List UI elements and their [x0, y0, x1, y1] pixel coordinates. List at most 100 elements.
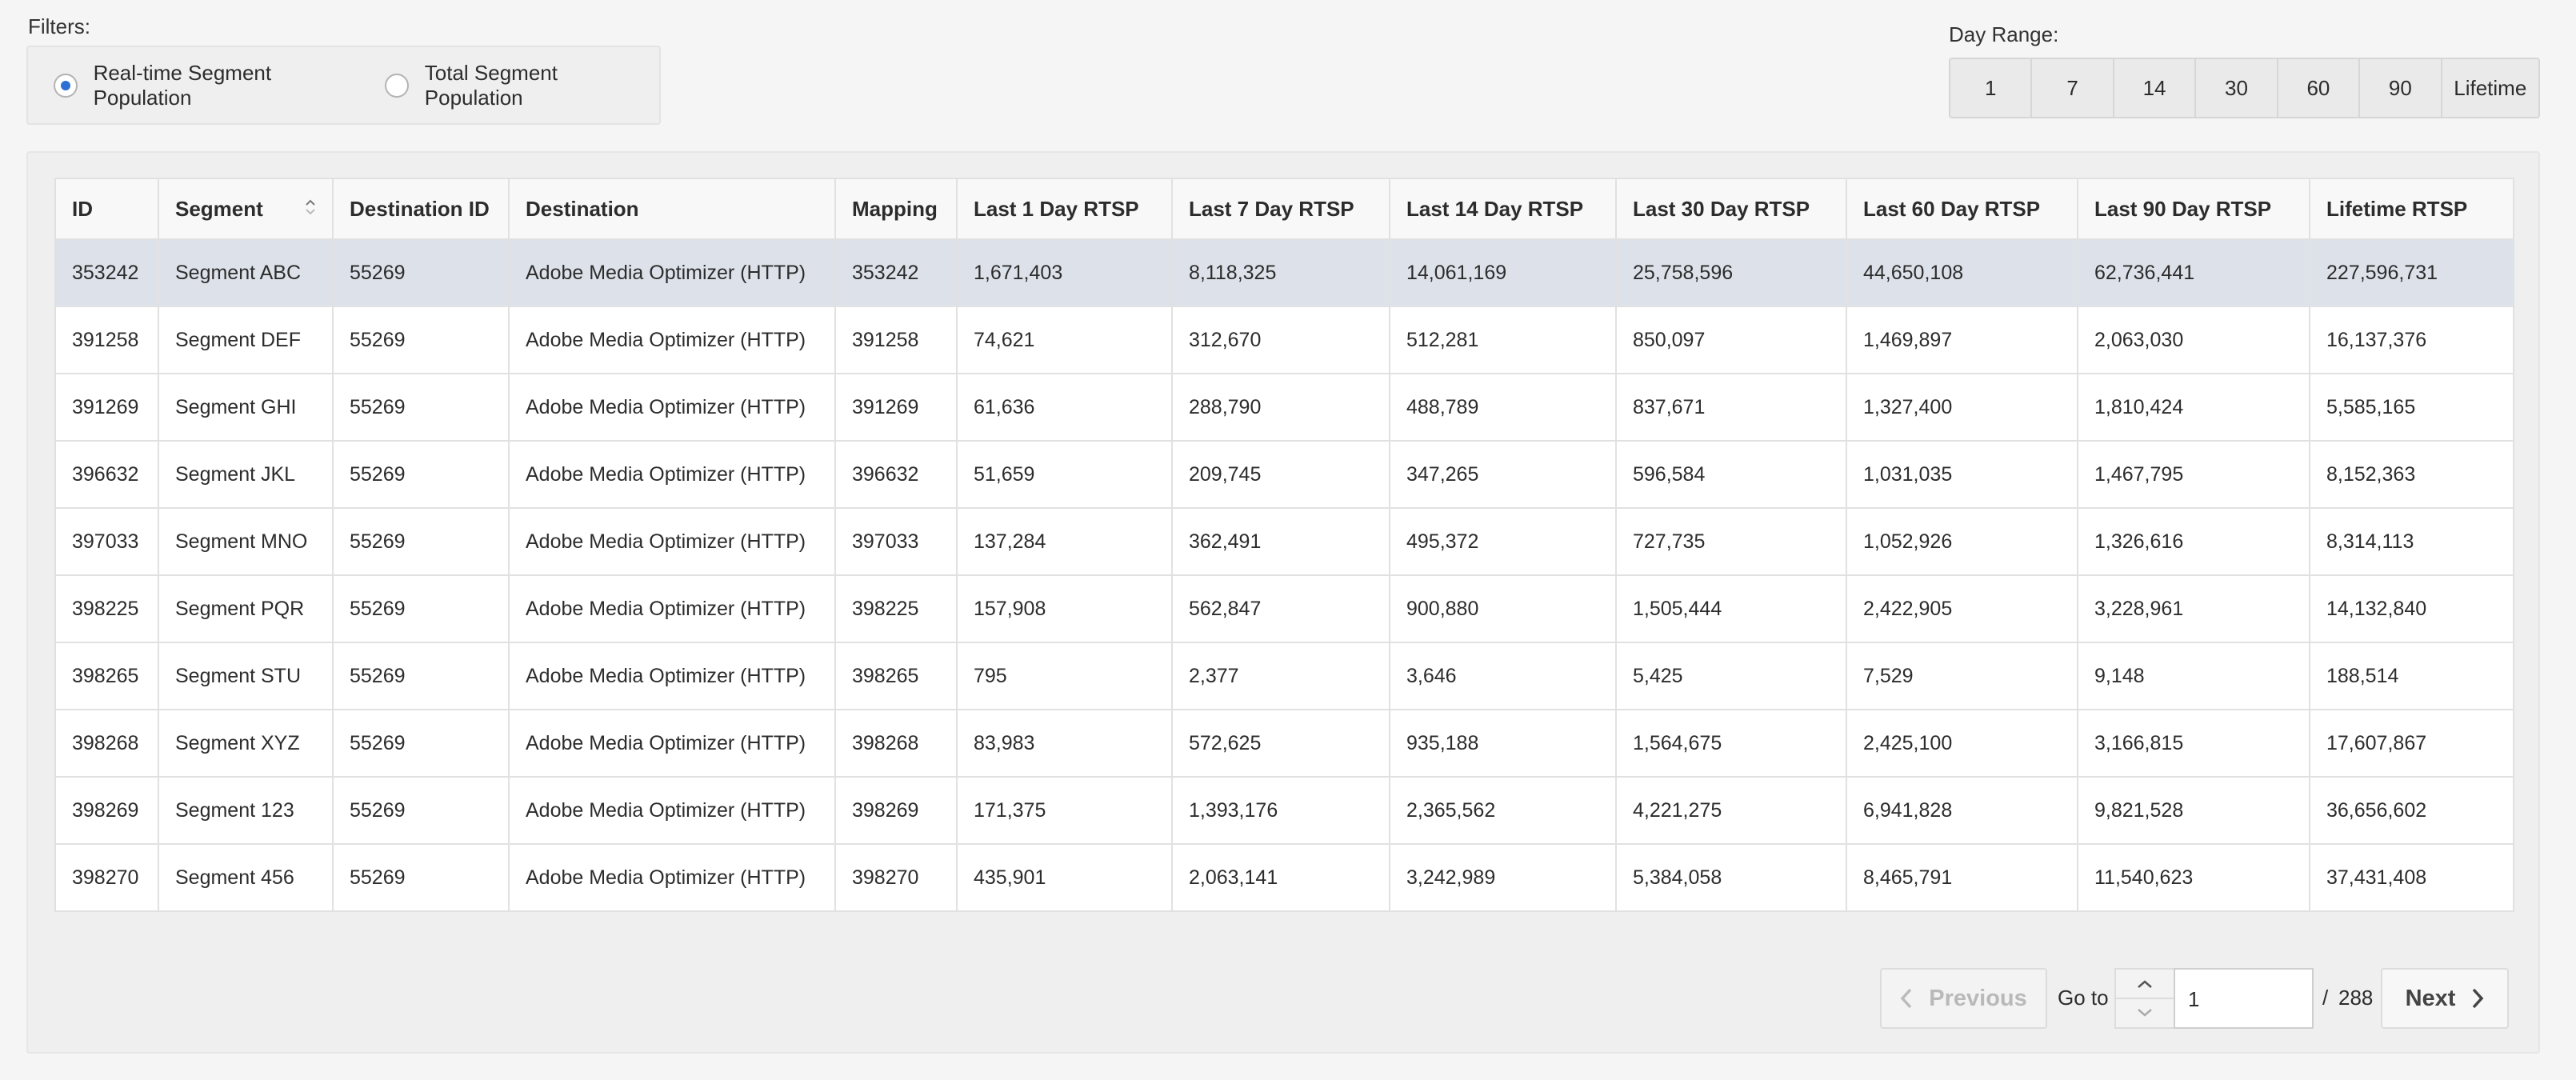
table-cell: 25,758,596: [1615, 238, 1847, 307]
table-cell: 157,908: [956, 574, 1173, 643]
table-cell: Segment ABC: [158, 238, 334, 307]
column-header-label: Last 14 Day RTSP: [1406, 196, 1584, 221]
previous-button[interactable]: Previous: [1880, 968, 2047, 1029]
data-table: ID Segment Destination ID Destination Mappin…: [54, 178, 2514, 912]
table-cell: 55269: [332, 306, 510, 374]
column-header[interactable]: Mapping: [834, 178, 958, 240]
table-cell: 2,365,562: [1389, 776, 1617, 845]
column-header[interactable]: Lifetime RTSP: [2309, 178, 2514, 240]
day-range-button[interactable]: 60: [2278, 59, 2361, 117]
table-cell: Adobe Media Optimizer (HTTP): [508, 306, 836, 374]
table-cell: 55269: [332, 507, 510, 576]
day-range-button[interactable]: 14: [2114, 59, 2197, 117]
table-row[interactable]: 396632 Segment JKL 55269 Adobe Media Optimi…: [54, 440, 2514, 509]
column-header[interactable]: Last 90 Day RTSP: [2077, 178, 2310, 240]
table-cell: Segment 456: [158, 843, 334, 912]
table-cell: 398265: [54, 642, 159, 710]
table-cell: 55269: [332, 238, 510, 307]
day-range-button[interactable]: 90: [2360, 59, 2442, 117]
table-cell: Segment STU: [158, 642, 334, 710]
table-cell: 837,671: [1615, 373, 1847, 442]
table-row[interactable]: 398268 Segment XYZ 55269 Adobe Media Optimi…: [54, 709, 2514, 778]
table-cell: 17,607,867: [2309, 709, 2514, 778]
table-cell: 2,063,141: [1171, 843, 1390, 912]
table-cell: 391258: [834, 306, 958, 374]
table-cell: 398270: [834, 843, 958, 912]
table-row[interactable]: 398265 Segment STU 55269 Adobe Media Optimi…: [54, 642, 2514, 710]
next-button[interactable]: Next: [2381, 968, 2509, 1029]
table-cell: 1,467,795: [2077, 440, 2310, 509]
table-cell: Adobe Media Optimizer (HTTP): [508, 843, 836, 912]
table-cell: 171,375: [956, 776, 1173, 845]
table-cell: 2,425,100: [1846, 709, 2078, 778]
page-input[interactable]: 1: [2174, 968, 2314, 1029]
radio-option[interactable]: Real-time Segment Population: [54, 61, 370, 110]
day-range-button[interactable]: 30: [2196, 59, 2278, 117]
radio-button: [54, 73, 78, 98]
column-header-label: Last 7 Day RTSP: [1189, 196, 1354, 221]
table-cell: Adobe Media Optimizer (HTTP): [508, 373, 836, 442]
table-cell: 55269: [332, 440, 510, 509]
table-cell: 391258: [54, 306, 159, 374]
table-row[interactable]: 398269 Segment 123 55269 Adobe Media Optimi…: [54, 776, 2514, 845]
table-cell: 488,789: [1389, 373, 1617, 442]
table-cell: 1,671,403: [956, 238, 1173, 307]
radio-label: Total Segment Population: [424, 60, 558, 110]
table-row[interactable]: 397033 Segment MNO 55269 Adobe Media Optimi…: [54, 507, 2514, 576]
table-cell: 1,031,035: [1846, 440, 2078, 509]
page-stepper[interactable]: [2114, 968, 2175, 1029]
header-row: ID Segment Destination ID Destination Mappin…: [54, 178, 2514, 240]
table-cell: 353242: [54, 238, 159, 307]
table-row[interactable]: 398270 Segment 456 55269 Adobe Media Optimi…: [54, 843, 2514, 912]
column-header[interactable]: Last 7 Day RTSP: [1171, 178, 1390, 240]
column-header[interactable]: Segment: [158, 178, 334, 240]
table-cell: Adobe Media Optimizer (HTTP): [508, 709, 836, 778]
column-header-label: Last 1 Day RTSP: [974, 196, 1139, 221]
column-header-label: Segment: [175, 196, 263, 221]
table-cell: 900,880: [1389, 574, 1617, 643]
table-cell: 398269: [54, 776, 159, 845]
table-cell: 512,281: [1389, 306, 1617, 374]
table-cell: 5,425: [1615, 642, 1847, 710]
table-cell: 8,118,325: [1171, 238, 1390, 307]
table-cell: 596,584: [1615, 440, 1847, 509]
day-range-button[interactable]: 1: [1950, 59, 2033, 117]
table-cell: 562,847: [1171, 574, 1390, 643]
radio-option[interactable]: Total Segment Population: [385, 61, 658, 110]
table-cell: 188,514: [2309, 642, 2514, 710]
table-cell: 7,529: [1846, 642, 2078, 710]
column-header[interactable]: Last 60 Day RTSP: [1846, 178, 2078, 240]
table-cell: 396632: [54, 440, 159, 509]
table-cell: 55269: [332, 574, 510, 643]
day-range-button[interactable]: 7: [2032, 59, 2114, 117]
filters-label: Filters:: [28, 14, 90, 38]
table-row[interactable]: 391269 Segment GHI 55269 Adobe Media Optimi…: [54, 373, 2514, 442]
table-cell: 74,621: [956, 306, 1173, 374]
column-header[interactable]: Last 30 Day RTSP: [1615, 178, 1847, 240]
column-header[interactable]: ID: [54, 178, 159, 240]
table-cell: 8,314,113: [2309, 507, 2514, 576]
day-range-button[interactable]: Lifetime: [2454, 75, 2527, 100]
table-cell: 312,670: [1171, 306, 1390, 374]
column-header[interactable]: Last 14 Day RTSP: [1389, 178, 1617, 240]
table-cell: 5,384,058: [1615, 843, 1847, 912]
table-row[interactable]: 353242 Segment ABC 55269 Adobe Media Optimi…: [54, 238, 2514, 307]
column-header[interactable]: Destination ID: [332, 178, 510, 240]
table-cell: Segment XYZ: [158, 709, 334, 778]
chevron-right: [2473, 988, 2484, 1009]
table-cell: 2,377: [1171, 642, 1390, 710]
table-cell: 55269: [332, 642, 510, 710]
table-cell: 61,636: [956, 373, 1173, 442]
table-cell: 391269: [834, 373, 958, 442]
column-header[interactable]: Last 1 Day RTSP: [956, 178, 1173, 240]
table-cell: 16,137,376: [2309, 306, 2514, 374]
table-row[interactable]: 391258 Segment DEF 55269 Adobe Media Optimi…: [54, 306, 2514, 374]
sort-icon[interactable]: [305, 198, 316, 216]
table-row[interactable]: 398225 Segment PQR 55269 Adobe Media Optimi…: [54, 574, 2514, 643]
goto-label: Go to: [2058, 986, 2109, 1010]
column-header-label: Lifetime RTSP: [2326, 196, 2468, 221]
table-cell: Segment MNO: [158, 507, 334, 576]
table-cell: 1,326,616: [2077, 507, 2310, 576]
column-header[interactable]: Destination: [508, 178, 836, 240]
column-header-label: Mapping: [852, 196, 938, 221]
